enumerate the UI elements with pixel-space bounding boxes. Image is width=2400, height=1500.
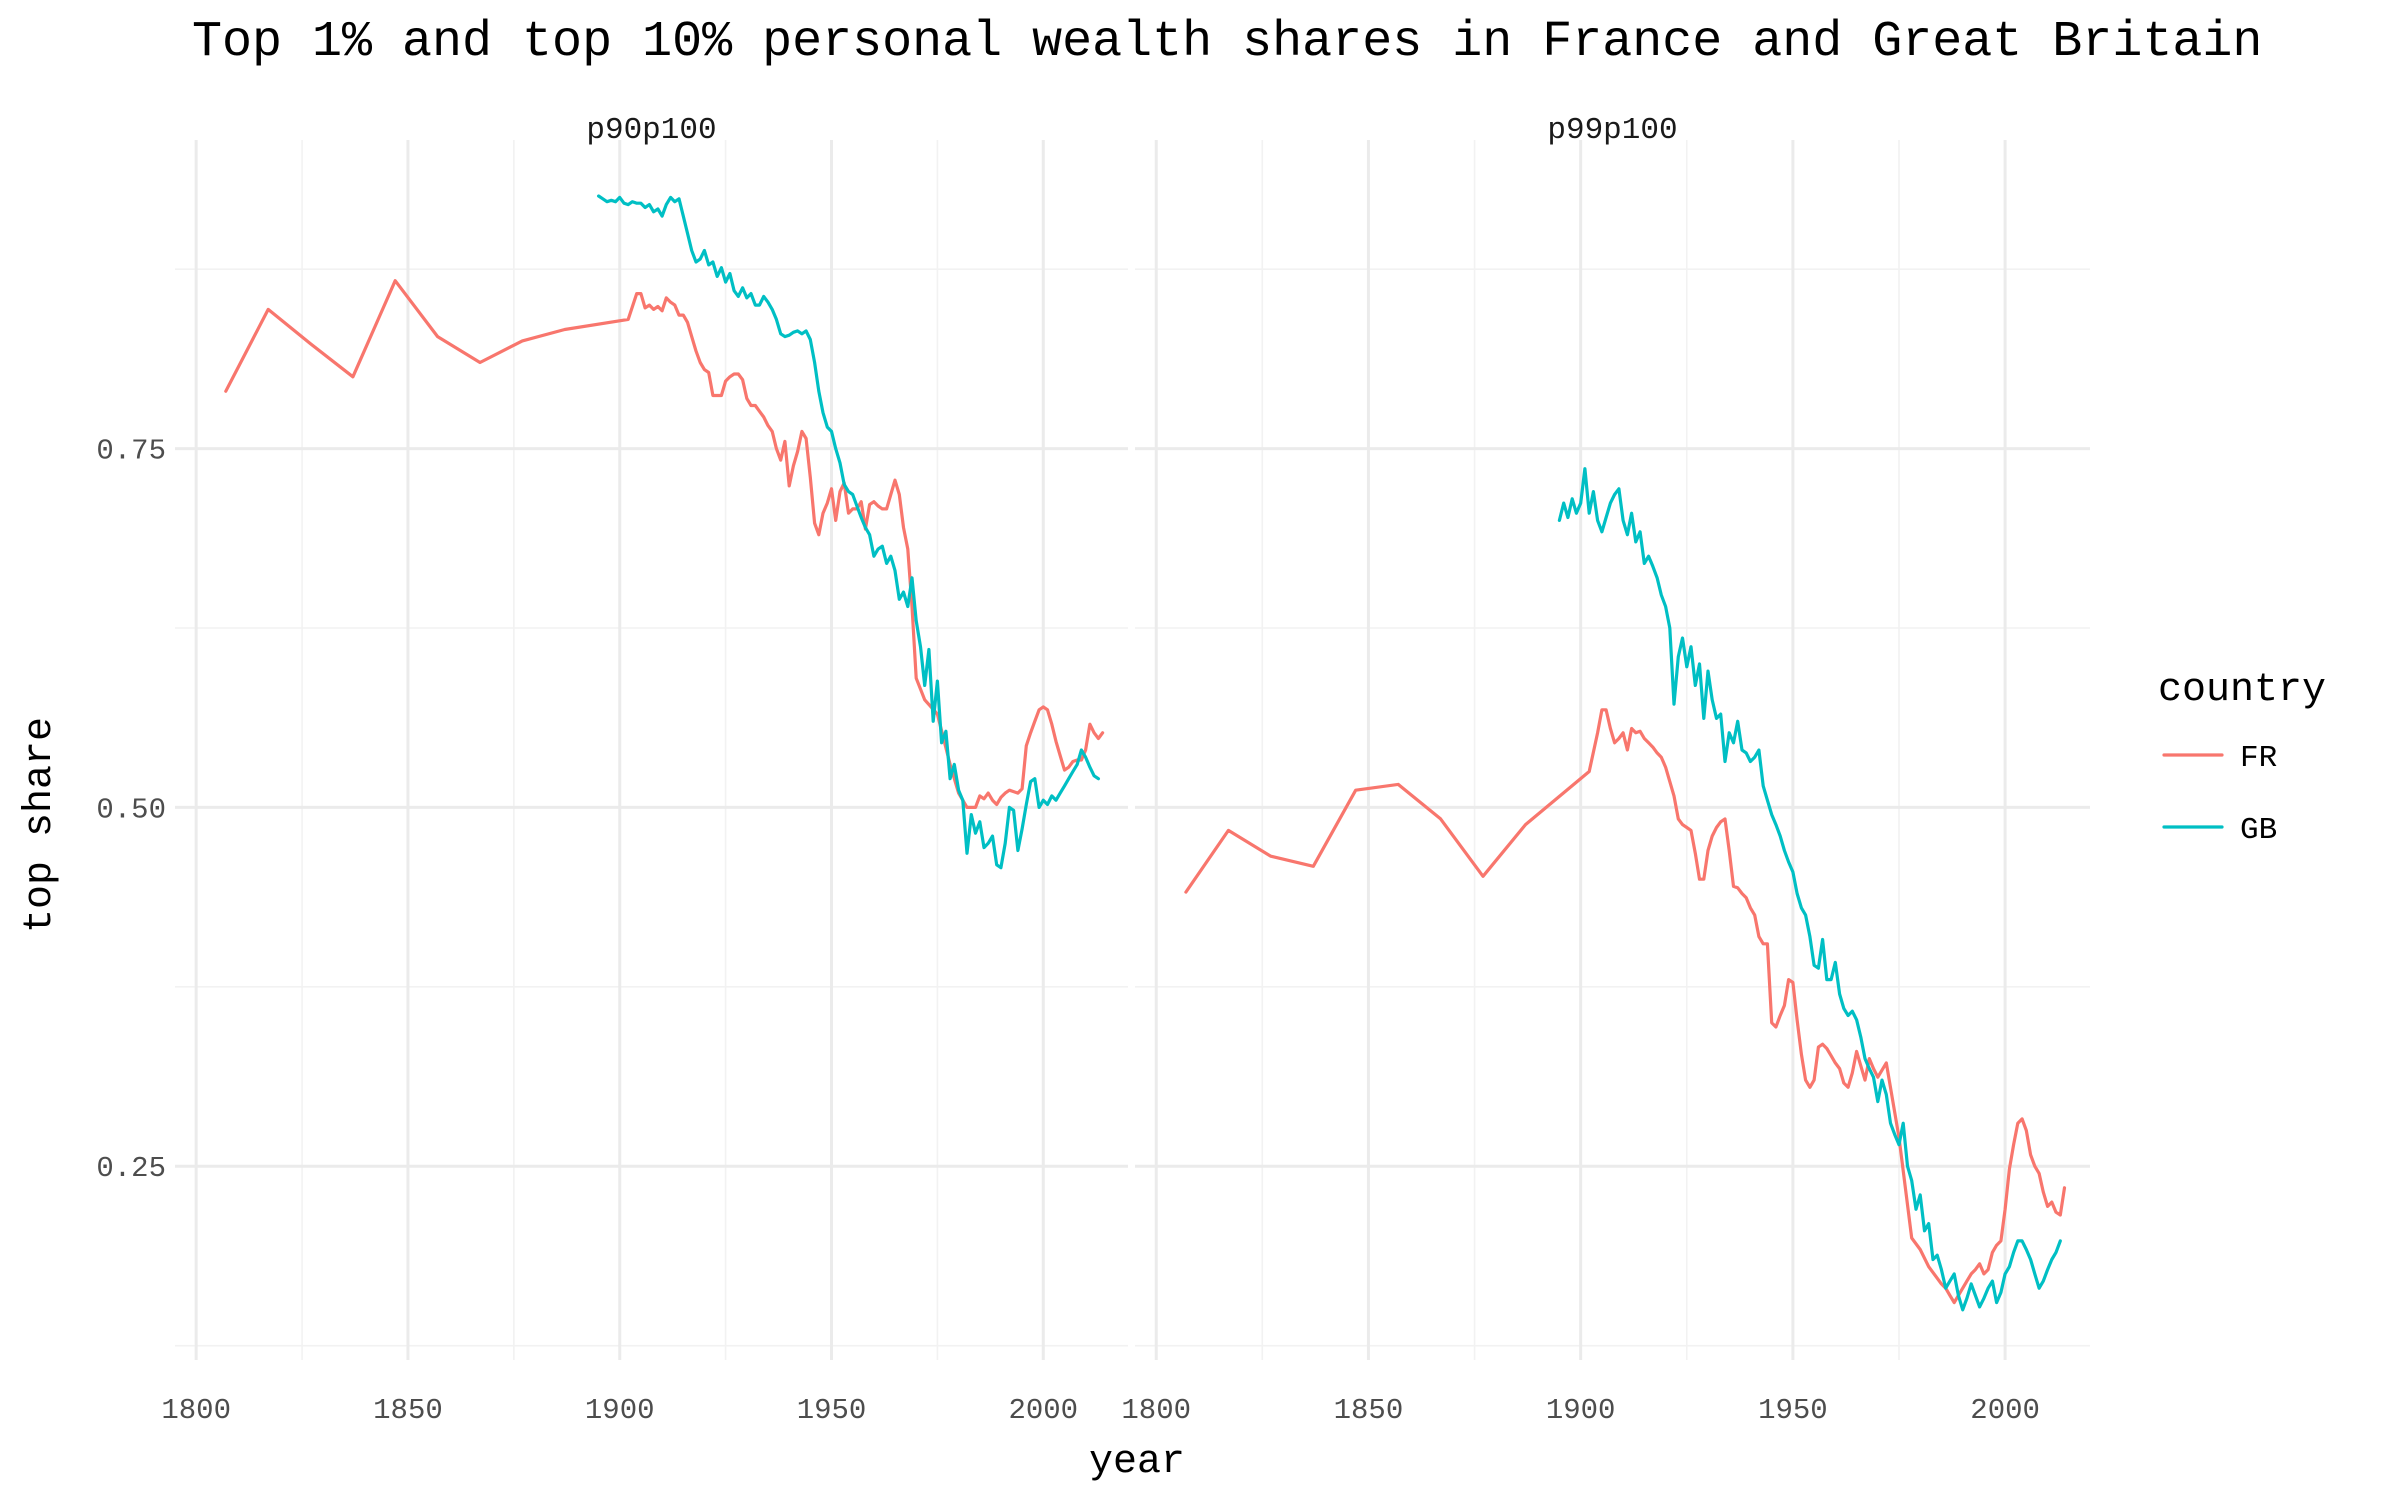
legend-label-FR: FR <box>2240 741 2277 776</box>
x-tick-label: 1950 <box>1758 1394 1828 1427</box>
x-tick-label: 1950 <box>797 1394 867 1427</box>
legend-title: country <box>2158 668 2326 713</box>
y-tick-label: 0.25 <box>96 1152 166 1185</box>
series-line-FR <box>1184 708 2067 1305</box>
series-line-GB <box>597 194 1100 870</box>
x-tick-label: 1850 <box>373 1394 443 1427</box>
x-tick-label: 2000 <box>1008 1394 1078 1427</box>
x-tick-label: 2000 <box>1970 1394 2040 1427</box>
x-tick-label: 1900 <box>1546 1394 1616 1427</box>
x-tick-label: 1850 <box>1334 1394 1404 1427</box>
x-tick-label: 1900 <box>585 1394 655 1427</box>
legend-label-GB: GB <box>2240 813 2277 848</box>
x-tick-label: 1800 <box>161 1394 231 1427</box>
chart-title: Top 1% and top 10% personal wealth share… <box>192 14 2262 71</box>
panel-p99p100: 1800 1850 1900 1950 2000 p99p100 <box>1121 113 2090 1427</box>
legend: country FR GB <box>2158 668 2326 848</box>
facet-strip-label: p90p100 <box>586 113 716 148</box>
y-tick-label: 0.75 <box>96 435 166 468</box>
panel-p90p100: 1800 1850 1900 1950 2000 0.25 0.50 0.75 p90p100 <box>96 113 1128 1427</box>
facet-panels: 1800 1850 1900 1950 20000.250.500.75p90p1001… <box>96 113 2090 1427</box>
series-line-GB <box>1557 467 2062 1312</box>
x-tick-label: 1800 <box>1121 1394 1191 1427</box>
x-axis-title: year <box>1089 1440 1185 1485</box>
y-tick-label: 0.50 <box>96 793 166 826</box>
facet-strip-label: p99p100 <box>1547 113 1677 148</box>
series-line-FR <box>224 279 1105 809</box>
y-axis-title: top share <box>18 717 63 933</box>
